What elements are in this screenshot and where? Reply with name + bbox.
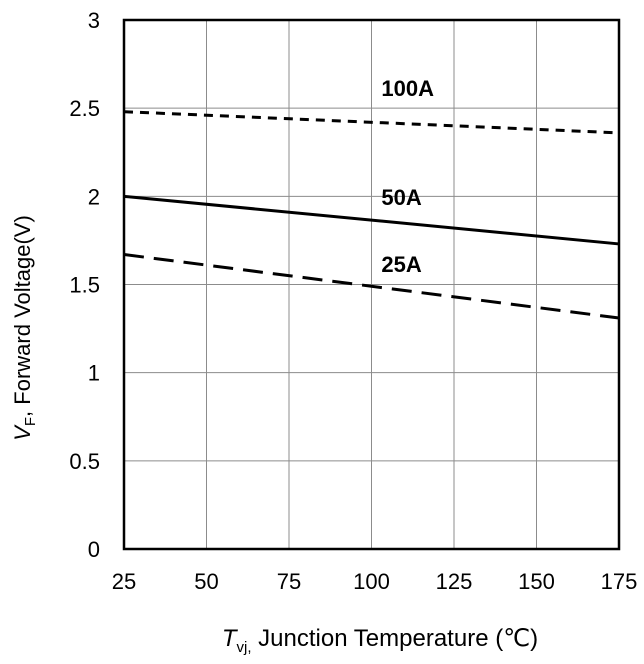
series-layer [123, 110, 620, 320]
x-axis-text: Junction Temperature (℃) [252, 625, 539, 652]
annotation-layer: 100A 50A 25A [381, 76, 434, 277]
x-tick-label: 75 [277, 569, 301, 594]
y-tick-label: 2 [88, 184, 100, 209]
tick-label-layer: 25 50 75 100 125 150 175 0 0.5 1 1.5 2 2.5 3 [69, 8, 637, 594]
series-label-25a: 25A [381, 252, 421, 277]
x-tick-label: 100 [353, 569, 390, 594]
x-axis-label: Tvj, Junction Temperature (℃) [222, 625, 538, 656]
x-axis-subscript: vj, [237, 639, 252, 656]
y-tick-label: 0.5 [69, 449, 100, 474]
x-tick-label: 175 [601, 569, 638, 594]
y-axis-text: , Forward Voltage(V) [10, 215, 35, 417]
series-line-100a [123, 110, 620, 135]
x-axis-symbol: T [222, 625, 239, 652]
y-axis-label: VF, Forward Voltage(V) [10, 215, 39, 441]
y-tick-label: 1.5 [69, 273, 100, 298]
x-tick-label: 50 [194, 569, 218, 594]
x-tick-label: 125 [436, 569, 473, 594]
y-tick-label: 3 [88, 8, 100, 33]
grid-layer [123, 19, 620, 550]
y-axis-symbol: V [10, 424, 35, 441]
series-line-25a [123, 253, 620, 320]
y-tick-label: 0 [88, 537, 100, 562]
y-axis-subscript: F [22, 417, 39, 426]
plot-frame [122, 18, 621, 551]
series-label-50a: 50A [381, 185, 421, 210]
x-tick-label: 25 [112, 569, 136, 594]
y-tick-label: 2.5 [69, 96, 100, 121]
series-label-100a: 100A [381, 76, 434, 101]
x-tick-label: 150 [518, 569, 555, 594]
series-line-50a [123, 194, 620, 246]
y-tick-label: 1 [88, 361, 100, 386]
